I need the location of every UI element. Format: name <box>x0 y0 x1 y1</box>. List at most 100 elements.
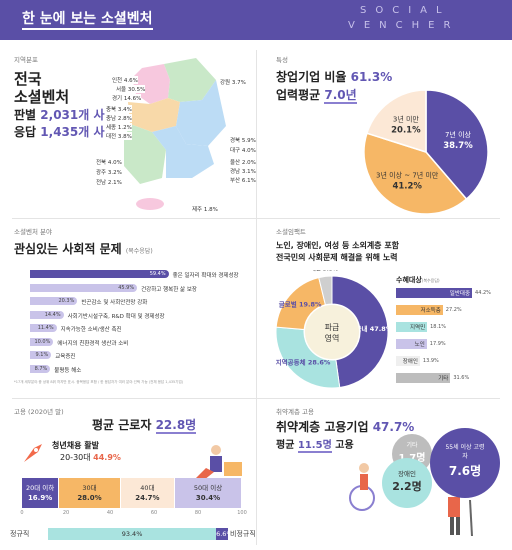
vulnerable-caption: 취약계층 고용 <box>276 408 314 416</box>
trait-line1-value: 61.3% <box>350 70 393 84</box>
pie1-slice-1 <box>363 132 468 215</box>
beneficiary-bar-value-1: 27.2% <box>445 307 462 313</box>
vulnerable-line2-suffix: 고용 <box>335 440 354 451</box>
map-capital-area <box>132 64 170 104</box>
age-axis-tick-2: 40 <box>106 510 114 516</box>
map-gyeongbuk <box>176 80 226 146</box>
bubble-elderly: 55세 이상 고령자 7.6명 <box>430 428 500 498</box>
age-axis-tick-0: 0 <box>20 510 24 516</box>
bubble-elderly-label: 55세 이상 고령자 <box>445 444 485 460</box>
employment-title: 평균 근로자 22.8명 <box>92 416 197 434</box>
interest-bar-6: 9.1% <box>30 351 52 359</box>
map-title-2: 소셜벤처 <box>14 88 70 106</box>
interest-bar-7: 8.7% <box>30 364 51 373</box>
beneficiary-bar-3 <box>396 339 427 349</box>
youth-title: 청년채용 활발 <box>52 441 99 450</box>
trait-line1-prefix: 창업기업 비율 <box>276 70 347 84</box>
age-segment-label-0: 20대 이하 <box>25 484 55 492</box>
region-label-gyeongnam: 경남 3.1% <box>230 167 256 175</box>
map-line2-prefix: 응답 <box>14 125 37 139</box>
region-label-busan: 부산 6.1% <box>230 176 256 184</box>
row-divider-1 <box>12 218 500 219</box>
map-caption: 지역분포 <box>14 56 38 64</box>
employment-type-segment-1: 6.6% <box>216 528 233 540</box>
beneficiary-bar-value-3: 17.9% <box>429 341 446 347</box>
age-axis-tick-3: 60 <box>150 510 158 516</box>
region-label-incheon: 인천 4.6% <box>112 76 138 84</box>
youth-value: 44.9% <box>93 453 121 462</box>
impact-title-2: 전국민의 사회문제 해결을 위해 노력 <box>276 253 398 262</box>
vulnerable-line-2: 평균 11.5명 고용 <box>276 436 354 453</box>
map-chungcheong <box>128 98 180 132</box>
beneficiary-note: (복수응답) <box>421 278 440 283</box>
page-title: 한 눈에 보는 소셜벤처 <box>22 10 153 30</box>
region-label-daejeon: 대전 3.8% <box>106 132 132 140</box>
interest-bar-4: 11.4% <box>30 324 57 332</box>
age-axis-tick-5: 100 <box>237 510 247 516</box>
interest-bar-value-0: 59.4% <box>149 271 166 277</box>
map-jeolla <box>124 124 166 184</box>
employment-type-segment-0: 93.4% <box>48 528 217 540</box>
logo-line1: SOCIAL <box>360 5 451 16</box>
age-segment-value-3: 30.4% <box>195 494 221 502</box>
interest-bar-label-3: 사회기반시설구축, R&D 확대 및 경제성장 <box>67 313 165 320</box>
age-segment-label-1: 30대 <box>82 484 97 492</box>
map-line-1: 판별 2,031개 사 <box>14 106 105 123</box>
age-axis: 0 20 40 60 80 100 <box>20 510 246 522</box>
age-axis-tick-1: 20 <box>62 510 70 516</box>
years-pie-chart: 7년 이상 38.7% 3년 이상 ~ 7년 미만 41.2% 3년 미만 20.1% <box>363 89 489 215</box>
interest-bar-value-3: 14.4% <box>44 311 61 318</box>
donut-slice-1 <box>275 326 341 389</box>
region-label-gangwon: 강원 3.7% <box>220 78 246 86</box>
pie1-slice-2 <box>365 89 427 154</box>
pie1-label-0: 38.7% <box>443 141 473 151</box>
vulnerable-title-prefix: 취약계층 고용기업 <box>276 420 369 434</box>
employment-title-value: 22.8명 <box>155 418 197 434</box>
beneficiary-bar-label-3: 노인 <box>414 342 425 348</box>
donut-label-3: 개인 3.8% <box>311 270 339 272</box>
beneficiary-title-text: 수혜대상 <box>396 276 422 284</box>
age-segment-value-2: 24.7% <box>135 494 160 502</box>
irregular-label: 비정규직 <box>230 530 256 538</box>
worker-illustration <box>196 445 242 480</box>
rocket-icon <box>24 444 42 462</box>
pie1-category-0: 7년 이상 <box>445 130 472 139</box>
beneficiary-bar-value-0: 44.2% <box>475 290 491 296</box>
youth-prefix: 20-30대 <box>60 453 91 462</box>
trait-line-2: 업력평균 7.0년 <box>276 86 357 104</box>
interest-bar-label-1: 건강하고 행복한 삶 보장 <box>141 286 197 293</box>
header-banner: 한 눈에 보는 소셜벤처 SOCIAL VENCHER <box>0 0 512 40</box>
wheelchair-icon <box>349 463 375 511</box>
interest-bar-value-7: 8.7% <box>34 365 48 372</box>
interest-title-note: (복수응답) <box>125 248 153 255</box>
korea-map <box>124 58 226 210</box>
donut-center-text-2: 영역 <box>325 333 340 343</box>
map-line1-prefix: 판별 <box>14 108 37 122</box>
interest-bar-0: 59.4% <box>30 270 169 278</box>
interest-bar-label-0: 좋은 일자리 확대와 경제성장 <box>172 273 239 279</box>
map-gangwon <box>164 58 216 102</box>
vulnerable-line2-prefix: 평균 <box>276 440 295 451</box>
region-label-gyeonggi: 경기 14.6% <box>112 94 142 102</box>
age-stacked-bar: 20대 이하 16.9% 30대 28.0% 40대 24.7% 50대 이상 30.4% <box>22 478 242 508</box>
logo-line2: VENCHER <box>348 20 460 31</box>
region-label-chungbuk: 충북 3.4% <box>106 105 132 113</box>
beneficiary-bar-label-2: 지역민 <box>409 325 426 331</box>
beneficiary-bar-value-4: 13.9% <box>422 358 439 364</box>
donut-center-text-1: 파급 <box>325 323 340 332</box>
trait-line2-prefix: 업력평균 <box>276 88 321 102</box>
interest-bar-value-6: 9.1% <box>35 352 49 358</box>
region-label-daegu: 대구 4.0% <box>230 146 256 154</box>
interest-bar-value-4: 11.4% <box>37 325 54 331</box>
age-segment-label-2: 40대 <box>140 484 155 492</box>
map-line2-value: 1,435개 사 <box>40 125 105 139</box>
beneficiary-bar-label-0: 일반대중 <box>449 291 471 297</box>
vertical-divider <box>256 50 257 545</box>
map-line-2: 응답 1,435개 사 <box>14 123 105 140</box>
donut-label-0: 국내 47.8% <box>356 324 393 333</box>
map-title-1: 전국 <box>14 70 42 88</box>
bubble-disabled-value: 2.2명 <box>392 480 422 493</box>
interest-bar-5: 10.0% <box>30 337 54 346</box>
region-label-chungnam: 충남 2.8% <box>106 114 132 122</box>
